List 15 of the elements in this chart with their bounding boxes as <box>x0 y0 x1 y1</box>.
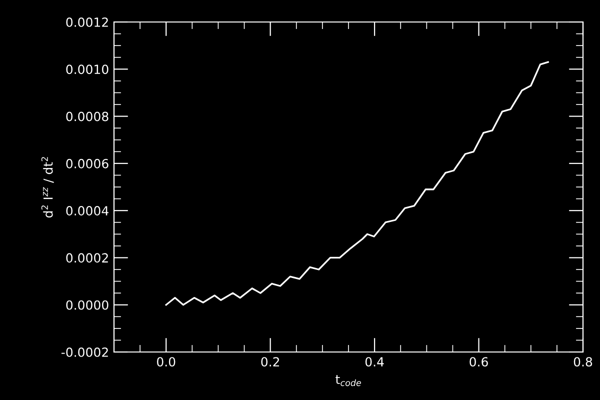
x-tick-label: 0.2 <box>261 357 280 367</box>
x-axis-title: t$_{code}$ <box>336 375 361 386</box>
y-tick-label: 0.0000 <box>66 300 108 310</box>
x-tick-label: 0.8 <box>574 357 592 367</box>
x-tick-label: 0.6 <box>470 357 488 367</box>
x-tick-label: 0.4 <box>365 357 384 367</box>
y-tick-label: 0.0008 <box>66 112 108 122</box>
x-tick-label: 0.0 <box>156 357 176 367</box>
y-tick-label: 0.0004 <box>66 206 108 216</box>
y-tick-label: -0.0002 <box>62 347 108 357</box>
y-tick-label: 0.0010 <box>66 64 108 74</box>
y-tick-label: 0.0012 <box>66 17 108 27</box>
y-tick-label: 0.0002 <box>66 253 108 263</box>
y-axis-title: d$^{2}$ I$^{zz}$ / dt$^{2}$ <box>41 157 54 218</box>
y-tick-label: 0.0006 <box>66 158 108 168</box>
